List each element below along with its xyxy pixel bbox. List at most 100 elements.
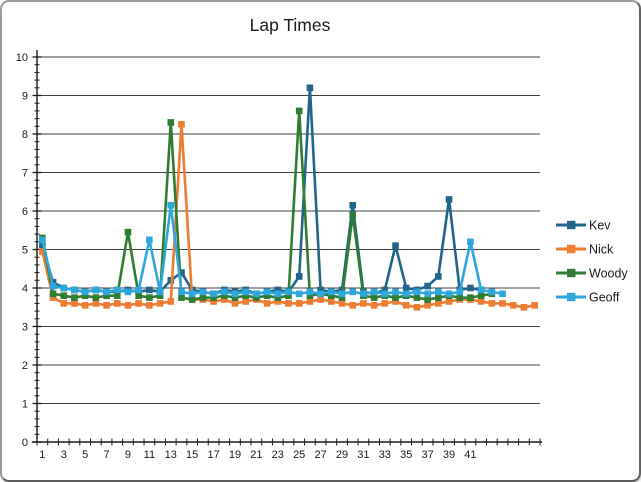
- data-point-nick-lap-14[interactable]: [178, 121, 185, 128]
- legend[interactable]: Kev Nick Woody Geoff: [556, 219, 628, 305]
- data-point-kev-lap-14[interactable]: [178, 269, 185, 276]
- series-geoff[interactable]: [39, 201, 506, 298]
- data-point-kev-lap-11[interactable]: [146, 286, 153, 294]
- data-point-nick-lap-25[interactable]: [295, 300, 303, 307]
- data-point-geoff-lap-32[interactable]: [370, 288, 378, 296]
- data-point-geoff-lap-41[interactable]: [467, 238, 474, 246]
- data-point-woody-lap-37[interactable]: [424, 296, 431, 303]
- data-point-nick-lap-8[interactable]: [113, 300, 121, 307]
- data-point-nick-lap-10[interactable]: [135, 300, 142, 307]
- data-point-geoff-lap-13[interactable]: [167, 201, 175, 209]
- data-point-geoff-lap-22[interactable]: [263, 288, 271, 296]
- data-point-nick-lap-45[interactable]: [509, 302, 517, 309]
- data-point-nick-lap-9[interactable]: [124, 302, 132, 309]
- data-point-nick-lap-12[interactable]: [156, 300, 164, 307]
- data-point-nick-lap-30[interactable]: [349, 302, 357, 309]
- data-point-kev-lap-41[interactable]: [467, 284, 474, 292]
- data-point-nick-lap-17[interactable]: [210, 298, 217, 305]
- data-point-kev-lap-30[interactable]: [349, 201, 357, 209]
- data-point-kev-lap-1[interactable]: [39, 242, 46, 249]
- data-point-kev-lap-25[interactable]: [295, 273, 303, 280]
- data-point-nick-lap-13[interactable]: [167, 298, 175, 305]
- data-point-geoff-lap-14[interactable]: [178, 288, 185, 296]
- data-point-kev-lap-39[interactable]: [445, 196, 453, 203]
- data-point-woody-lap-42[interactable]: [477, 292, 485, 299]
- data-point-geoff-lap-5[interactable]: [81, 288, 89, 296]
- data-point-kev-lap-35[interactable]: [402, 284, 410, 292]
- data-point-woody-lap-17[interactable]: [210, 294, 217, 301]
- data-point-nick-lap-20[interactable]: [242, 298, 249, 305]
- legend-item-kev[interactable]: Kev: [556, 219, 611, 233]
- data-point-geoff-lap-36[interactable]: [413, 288, 421, 296]
- data-point-nick-lap-44[interactable]: [499, 300, 506, 307]
- data-point-nick-lap-35[interactable]: [402, 302, 410, 309]
- data-point-nick-lap-5[interactable]: [81, 302, 89, 309]
- data-point-woody-lap-16[interactable]: [199, 294, 207, 301]
- data-point-geoff-lap-16[interactable]: [199, 288, 207, 296]
- data-point-nick-lap-27[interactable]: [317, 296, 324, 303]
- series-kev[interactable]: [39, 84, 485, 298]
- data-point-geoff-lap-37[interactable]: [424, 290, 431, 298]
- data-point-geoff-lap-27[interactable]: [317, 290, 324, 298]
- data-point-nick-lap-31[interactable]: [360, 300, 367, 307]
- data-point-woody-lap-24[interactable]: [285, 292, 292, 299]
- data-point-nick-lap-11[interactable]: [146, 302, 153, 309]
- data-point-nick-lap-29[interactable]: [338, 300, 346, 307]
- data-point-woody-lap-6[interactable]: [92, 294, 100, 301]
- data-point-geoff-lap-28[interactable]: [328, 288, 335, 296]
- data-point-nick-lap-43[interactable]: [488, 300, 496, 307]
- data-point-woody-lap-19[interactable]: [231, 294, 239, 301]
- data-point-geoff-lap-8[interactable]: [113, 286, 121, 294]
- data-point-geoff-lap-11[interactable]: [146, 236, 153, 244]
- data-point-woody-lap-36[interactable]: [413, 294, 421, 301]
- data-point-woody-lap-12[interactable]: [156, 292, 164, 299]
- data-point-geoff-lap-18[interactable]: [220, 288, 228, 296]
- data-point-geoff-lap-21[interactable]: [253, 290, 260, 298]
- data-point-woody-lap-4[interactable]: [71, 294, 78, 301]
- data-point-nick-lap-18[interactable]: [220, 296, 228, 303]
- data-point-woody-lap-3[interactable]: [60, 292, 68, 299]
- data-point-geoff-lap-15[interactable]: [188, 290, 196, 298]
- data-point-nick-lap-33[interactable]: [381, 300, 389, 307]
- data-point-kev-lap-38[interactable]: [435, 273, 442, 280]
- data-point-woody-lap-22[interactable]: [263, 292, 271, 299]
- data-point-woody-lap-38[interactable]: [435, 294, 442, 301]
- data-point-nick-lap-34[interactable]: [392, 298, 399, 305]
- data-point-geoff-lap-44[interactable]: [499, 290, 506, 298]
- data-point-woody-lap-28[interactable]: [328, 292, 335, 299]
- data-point-woody-lap-30[interactable]: [349, 211, 357, 219]
- data-point-geoff-lap-17[interactable]: [210, 290, 217, 298]
- data-point-woody-lap-2[interactable]: [49, 290, 57, 298]
- data-point-nick-lap-23[interactable]: [274, 298, 282, 305]
- data-point-kev-lap-33[interactable]: [381, 286, 389, 294]
- data-point-nick-lap-19[interactable]: [231, 300, 239, 307]
- data-point-nick-lap-22[interactable]: [263, 300, 271, 307]
- legend-item-geoff[interactable]: Geoff: [556, 291, 620, 305]
- legend-item-nick[interactable]: Nick: [556, 243, 614, 257]
- data-point-nick-lap-26[interactable]: [306, 298, 314, 305]
- data-point-woody-lap-25[interactable]: [295, 107, 303, 115]
- data-point-woody-lap-34[interactable]: [392, 294, 399, 301]
- data-point-geoff-lap-1[interactable]: [39, 236, 46, 244]
- data-point-geoff-lap-30[interactable]: [349, 288, 357, 296]
- data-point-geoff-lap-39[interactable]: [445, 290, 453, 298]
- data-point-kev-lap-34[interactable]: [392, 242, 399, 249]
- data-point-woody-lap-11[interactable]: [146, 294, 153, 301]
- data-point-nick-lap-7[interactable]: [103, 302, 110, 309]
- data-point-kev-lap-27[interactable]: [317, 286, 324, 294]
- data-point-woody-lap-15[interactable]: [188, 296, 196, 303]
- data-point-woody-lap-40[interactable]: [456, 294, 464, 301]
- data-point-geoff-lap-12[interactable]: [156, 288, 164, 296]
- data-point-geoff-lap-19[interactable]: [231, 290, 239, 298]
- series-line-woody[interactable]: [41, 109, 493, 301]
- data-point-nick-lap-36[interactable]: [413, 303, 421, 311]
- data-point-nick-lap-39[interactable]: [445, 298, 453, 305]
- data-point-nick-lap-38[interactable]: [435, 300, 442, 307]
- data-point-geoff-lap-6[interactable]: [92, 286, 100, 294]
- data-point-nick-lap-24[interactable]: [285, 300, 292, 307]
- data-point-geoff-lap-25[interactable]: [295, 290, 303, 298]
- data-point-geoff-lap-9[interactable]: [124, 288, 132, 296]
- data-point-nick-lap-3[interactable]: [60, 300, 68, 307]
- data-point-geoff-lap-4[interactable]: [71, 286, 78, 294]
- data-point-geoff-lap-34[interactable]: [392, 288, 399, 296]
